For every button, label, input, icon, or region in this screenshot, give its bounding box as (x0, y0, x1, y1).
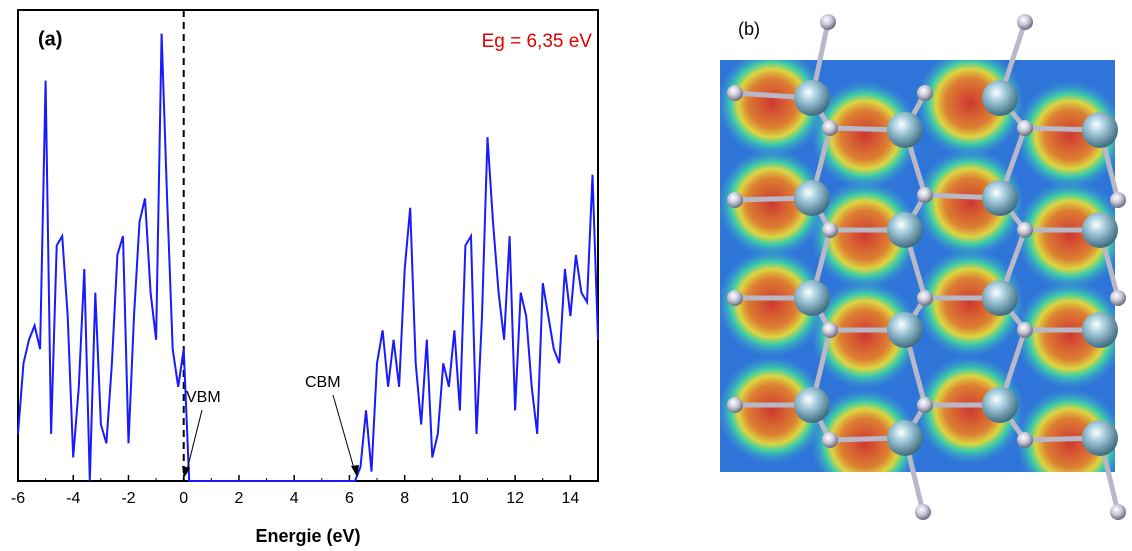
large-atom (794, 180, 830, 216)
x-tick-label: -2 (121, 490, 135, 507)
x-axis-label: Energie (eV) (255, 526, 360, 546)
charge-lobe (810, 388, 920, 472)
charge-lobe (810, 280, 920, 390)
small-atom (917, 397, 933, 413)
small-atom (1017, 120, 1033, 136)
small-atom (1017, 432, 1033, 448)
x-tick-label: 14 (561, 490, 579, 507)
large-atom (1082, 420, 1118, 456)
plot-frame (17, 9, 599, 482)
large-atom (1082, 212, 1118, 248)
large-atom (982, 80, 1018, 116)
cbm-arrowhead (351, 465, 359, 477)
charge-lobe (915, 355, 1025, 465)
cbm-label: CBM (305, 374, 341, 391)
small-atom (822, 322, 838, 338)
charge-lobe (915, 248, 1025, 358)
small-atom (1017, 322, 1033, 338)
charge-lobe (810, 180, 920, 290)
small-atom (1110, 504, 1126, 520)
structure-panel: (b) (720, 14, 1126, 520)
small-atom (820, 14, 836, 30)
gap-annotation: Eg = 6,35 eV (482, 31, 593, 52)
charge-lobe (810, 80, 920, 190)
small-atom (822, 222, 838, 238)
charge-lobe (1015, 280, 1115, 390)
large-atom (982, 180, 1018, 216)
small-atom (1017, 14, 1033, 30)
dos-panel: -6 -4 -2 0 2 4 6 8 10 12 14 (a) Eg = 6,35 eV VBM CBM En… (11, 9, 599, 546)
large-atom (982, 387, 1018, 423)
charge-lobe (720, 355, 827, 465)
small-atom (915, 504, 931, 520)
large-atom (887, 312, 923, 348)
small-atom (727, 192, 743, 208)
panel-label: (b) (738, 19, 760, 39)
small-atom (727, 85, 743, 101)
x-tick-label: -4 (66, 490, 80, 507)
charge-lobe (1015, 180, 1115, 290)
panel-label: (a) (38, 28, 62, 50)
small-atom (1110, 290, 1126, 306)
large-atom (794, 280, 830, 316)
large-atom (794, 80, 830, 116)
large-atom (982, 280, 1018, 316)
large-atom (887, 420, 923, 456)
x-tick-label: 4 (290, 490, 299, 507)
x-tick-label: -6 (11, 490, 25, 507)
charge-lobe (1015, 80, 1115, 190)
cbm-arrow (332, 394, 356, 473)
vbm-label: VBM (186, 389, 221, 406)
x-tick-label: 6 (345, 490, 354, 507)
large-atom (887, 212, 923, 248)
large-atom (1082, 112, 1118, 148)
small-atom (917, 187, 933, 203)
small-atom (727, 290, 743, 306)
x-tick-label: 10 (451, 490, 469, 507)
charge-lobe (720, 248, 827, 358)
charge-lobe (915, 148, 1025, 258)
vbm-arrowhead (182, 466, 190, 478)
small-atom (1110, 192, 1126, 208)
large-atom (1082, 312, 1118, 348)
x-tick-label: 0 (179, 490, 188, 507)
vbm-arrow (185, 409, 203, 475)
x-tick-label: 2 (234, 490, 243, 507)
small-atom (917, 85, 933, 101)
large-atom (887, 112, 923, 148)
small-atom (822, 432, 838, 448)
x-tick-label: 12 (506, 490, 524, 507)
large-atom (794, 387, 830, 423)
x-tick-label: 8 (400, 490, 409, 507)
dos-line (17, 33, 599, 482)
small-atom (822, 120, 838, 136)
small-atom (727, 397, 743, 413)
small-atom (917, 290, 933, 306)
small-atom (1017, 222, 1033, 238)
charge-lobe (720, 148, 827, 258)
